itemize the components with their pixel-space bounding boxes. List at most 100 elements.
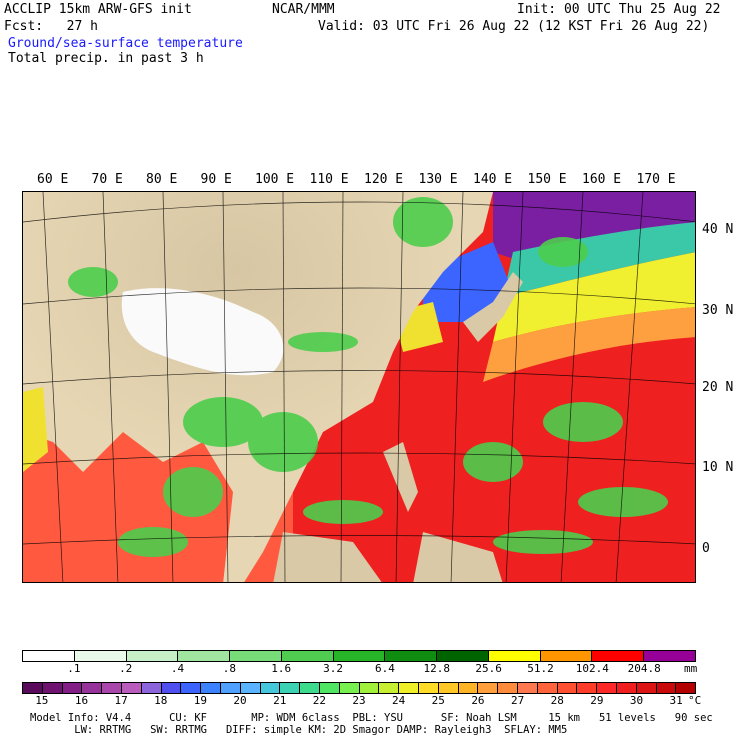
map-canvas [23,192,695,582]
japan-land [463,272,523,342]
precip-areas [68,197,668,557]
temperature-scale-swatch [23,683,43,693]
temperature-tick-label: 15 [35,694,49,707]
temperature-scale-swatch [676,683,696,693]
temperature-tick-label: 25 [431,694,445,707]
model-info-line1: Model Info: V4.4 CU: KF MP: WDM 6class P… [30,712,713,724]
longitude-label: 140 E [473,172,513,187]
temperature-tick-label: 18 [154,694,168,707]
cool-sea-yellow [493,252,695,342]
longitude-label: 100 E [255,172,295,187]
forecast-hour: Fcst: 27 h [4,19,98,34]
temperature-scale-swatch [438,683,459,693]
temperature-tick-label: 22 [312,694,326,707]
temperature-scale-swatch [359,683,380,693]
precip-scale-swatch [126,651,179,661]
temperature-tick-label: 20 [233,694,247,707]
temperature-scale-swatch [498,683,518,693]
latitude-label: 30 N [702,303,734,318]
sea-of-japan [423,242,513,322]
precip-tick-label: 25.6 [475,662,502,675]
graticule [23,192,695,582]
temperature-tick-label: 24 [392,694,406,707]
source-label: NCAR/MMM [272,2,335,17]
temperature-tick-label: 19 [193,694,208,707]
model-title: ACCLIP 15km ARW-GFS init [4,2,192,17]
temperature-color-scale [22,682,696,694]
borneo-land [273,532,382,582]
longitude-label: 150 E [527,172,567,187]
temperature-tick-label: 26 [471,694,485,707]
temperature-scale-swatch [220,683,241,693]
precip-tick-label: .8 [222,662,236,675]
temperature-scale-swatch [636,683,657,693]
precip-tick-label: 204.8 [627,662,661,675]
longitude-label: 110 E [309,172,349,187]
precip-scale-swatch [385,651,438,661]
latitude-label: 0 [702,541,710,556]
field-label-temperature: Ground/sea-surface temperature [8,36,243,51]
latitude-label: 40 N [702,222,734,237]
precip-tick-label: 3.2 [323,662,343,675]
temperature-scale-swatch [478,683,499,693]
longitude-label: 120 E [364,172,404,187]
temperature-scale-swatch [240,683,261,693]
temperature-scale-swatch [62,683,83,693]
temperature-scale-swatch [260,683,281,693]
temperature-tick-label: 31 [669,694,683,707]
precip-scale-swatch [23,651,75,661]
temperature-scale-swatch [557,683,578,693]
init-time: Init: 00 UTC Thu 25 Aug 22 [517,2,721,17]
temperature-scale-swatch [418,683,439,693]
precip-tick-label: .2 [119,662,133,675]
longitude-label: 170 E [636,172,676,187]
temperature-scale-swatch [379,683,400,693]
cold-sea-teal [503,222,695,297]
temperature-scale-swatch [319,683,340,693]
precip-scale-swatch [644,651,695,661]
temperature-scale-swatch [42,683,63,693]
temperature-scale-swatch [339,683,360,693]
temperature-tick-label: 17 [114,694,128,707]
temperature-tick-label: 29 [590,694,604,707]
temperature-unit: °C [688,694,702,707]
precip-tick-label: 51.2 [527,662,554,675]
temperature-scale-swatch [537,683,558,693]
temperature-scale-swatch [141,683,162,693]
field-label-precip: Total precip. in past 3 h [8,51,204,66]
temperature-tick-label: 28 [550,694,564,707]
valid-time: Valid: 03 UTC Fri 26 Aug 22 (12 KST Fri … [318,19,710,34]
temperature-scale-swatch [597,683,617,693]
temperature-tick-label: 27 [510,694,525,707]
precip-tick-label: .1 [67,662,81,675]
temperature-scale-swatch [161,683,182,693]
model-info-line2: LW: RRTMG SW: RRTMG DIFF: simple KM: 2D … [30,724,568,736]
longitude-label: 90 E [200,172,232,187]
precip-color-scale [22,650,696,662]
longitude-label: 80 E [146,172,178,187]
forecast-map [22,191,696,583]
precip-scale-swatch [178,651,231,661]
philippines-land [383,442,418,512]
precip-scale-swatch [333,651,386,661]
temperature-tick-label: 16 [74,694,89,707]
precip-scale-swatch [230,651,282,661]
temperature-scale-swatch [399,683,419,693]
temperature-tick-label: 30 [629,694,644,707]
precip-scale-swatch [592,651,645,661]
longitude-label: 60 E [37,172,69,187]
precip-scale-swatch [437,651,489,661]
temperature-scale-swatch [280,683,301,693]
new-guinea-land [413,532,503,582]
precip-tick-label: 1.6 [271,662,292,675]
precip-tick-label: 6.4 [374,662,395,675]
longitude-label: 70 E [91,172,123,187]
precip-scale-swatch [74,651,127,661]
latitude-label: 20 N [702,380,734,395]
precip-scale-swatch [281,651,334,661]
longitude-label: 160 E [582,172,622,187]
precip-unit: mm [684,662,698,675]
temperature-scale-swatch [656,683,677,693]
precip-tick-label: 12.8 [423,662,451,675]
temperature-scale-swatch [517,683,538,693]
